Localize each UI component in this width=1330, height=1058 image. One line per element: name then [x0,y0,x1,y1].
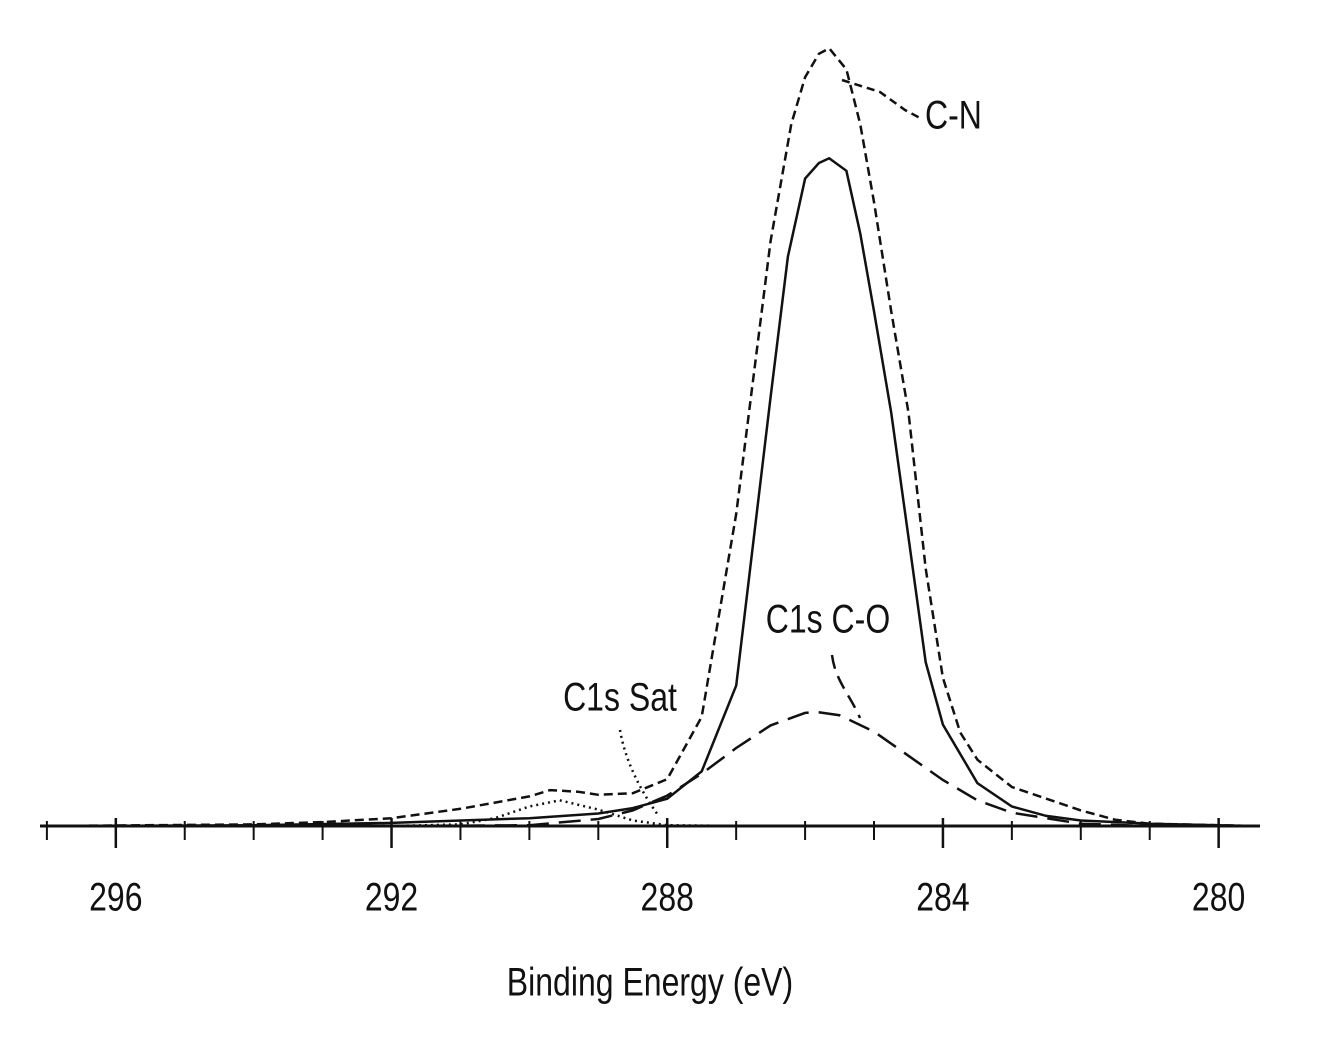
x-axis-title: Binding Energy (eV) [507,959,793,1004]
annotation-label: C1s Sat [563,674,677,719]
series-line [46,46,1254,828]
x-tick-label: 284 [916,874,969,919]
annotation-leader [618,729,660,816]
x-tick-label: 292 [365,874,418,919]
annotation-label: C-N [925,92,982,137]
x-tick-label: 296 [89,874,142,919]
series-line [46,156,1254,828]
annotation-label: C1s C-O [766,596,890,641]
annotation-leader [830,654,862,719]
x-tick-label: 280 [1192,874,1245,919]
annotation-leader [841,78,921,120]
x-tick-label: 288 [641,874,694,919]
series-line [46,710,1219,828]
series-line [46,799,1219,828]
